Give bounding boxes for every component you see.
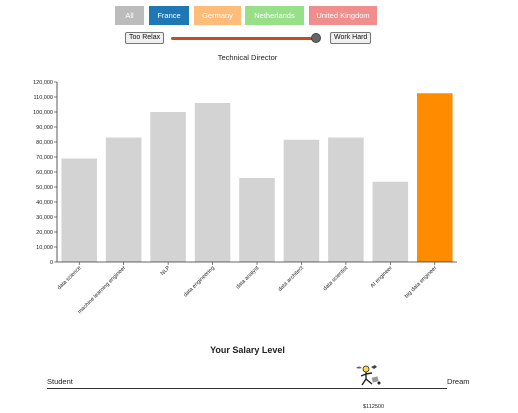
chart-title: Technical Director <box>217 53 278 62</box>
y-tick-label: 50,000 <box>36 185 53 191</box>
runner-icon <box>356 365 381 386</box>
y-tick-label: 30,000 <box>36 215 53 221</box>
effort-slider-thumb[interactable] <box>311 33 321 43</box>
y-tick-label: 70,000 <box>36 155 53 161</box>
bar <box>61 158 97 262</box>
y-tick-label: 90,000 <box>36 125 53 131</box>
y-tick-label: 110,000 <box>34 95 53 101</box>
y-tick-label: 10,000 <box>36 245 53 251</box>
salary-scale-line <box>47 388 447 389</box>
salary-level-title: Your Salary Level <box>210 345 285 355</box>
y-tick-label: 80,000 <box>36 140 53 146</box>
bar <box>417 93 453 262</box>
bar <box>372 181 409 262</box>
scale-start-label: Student <box>47 377 73 386</box>
effort-slider-track[interactable] <box>171 37 317 40</box>
too-relax-button[interactable]: Too Relax <box>125 32 165 44</box>
y-tick-label: 40,000 <box>36 200 53 206</box>
country-button-all[interactable]: All <box>115 6 144 25</box>
x-tick-label: NLP <box>160 265 172 277</box>
salary-value-label: $112500 <box>363 404 385 410</box>
country-filter-bar: All France Germany Netherlands United Kingdo… <box>0 6 518 25</box>
y-tick-label: 0 <box>50 260 53 266</box>
x-tick-label: data analyst <box>235 265 261 291</box>
effort-controls: Too Relax Work Hard <box>0 32 518 46</box>
x-tick-label: data architect <box>277 265 305 293</box>
country-button-netherlands[interactable]: Netherlands <box>245 6 304 25</box>
country-button-germany[interactable]: Germany <box>194 6 241 25</box>
bar <box>239 178 275 262</box>
bar <box>328 137 364 262</box>
y-tick-label: 120,000 <box>33 80 53 86</box>
y-tick-label: 60,000 <box>36 170 53 176</box>
x-tick-label: data scientist <box>322 265 349 292</box>
bar <box>105 137 142 262</box>
scale-end-label: Dream <box>447 377 470 386</box>
y-tick-label: 100,000 <box>33 110 53 116</box>
x-tick-label: big data engineer <box>404 265 438 299</box>
x-tick-label: data science <box>57 265 83 291</box>
country-button-france[interactable]: France <box>149 6 189 25</box>
work-hard-button[interactable]: Work Hard <box>330 32 372 44</box>
bar <box>283 139 320 262</box>
y-tick-label: 20,000 <box>36 230 53 236</box>
x-tick-label: AI engineer <box>370 265 394 289</box>
country-button-united-kingdom[interactable]: United Kingdom <box>309 6 377 25</box>
x-tick-label: machine learning engineer <box>77 265 127 315</box>
bar <box>194 103 231 262</box>
bar <box>150 112 186 262</box>
salary-bar-chart: 0 10,000 20,000 30,000 40,000 50,000 60,000 70,… <box>33 80 457 315</box>
x-tick-label: data engineering <box>183 265 216 298</box>
